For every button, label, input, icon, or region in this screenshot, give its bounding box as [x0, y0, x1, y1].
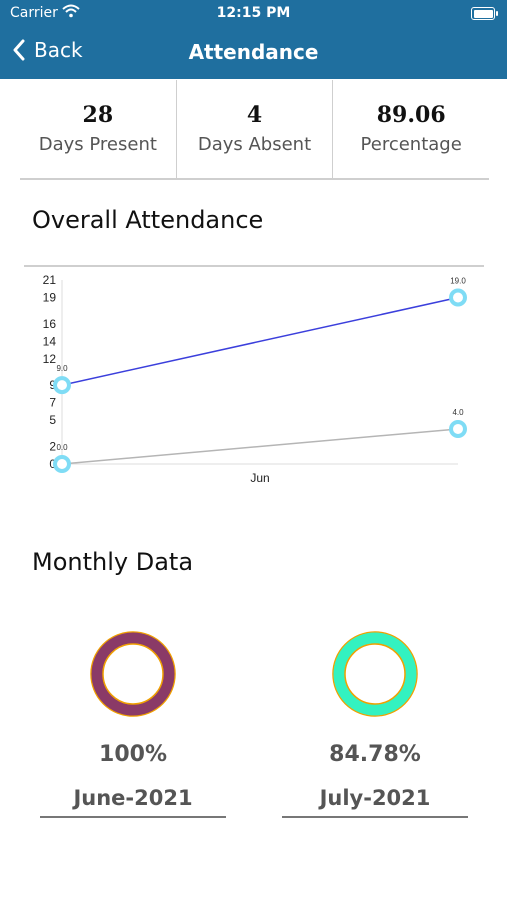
data-point [53, 455, 71, 473]
battery-icon [471, 7, 498, 20]
stat-label: Days Present [38, 134, 157, 155]
july-month-label: July-2021 [282, 786, 468, 818]
july-donut-chart [332, 631, 418, 717]
back-button[interactable]: Back [12, 38, 83, 62]
y-tick-label: 14 [43, 334, 57, 348]
nav-bar: Back Attendance [0, 28, 507, 79]
summary-stats: 28 Days Present 4 Days Absent 89.06 Perc… [20, 80, 489, 180]
series-line [61, 296, 459, 386]
stat-value: 89.06 [376, 102, 446, 128]
y-tick-label: 7 [49, 396, 56, 410]
overall-attendance-heading: Overall Attendance [32, 206, 264, 234]
y-tick-label: 0 [49, 457, 56, 471]
y-tick-label: 12 [43, 352, 57, 366]
data-point [449, 288, 467, 307]
carrier-label: Carrier [10, 5, 58, 21]
back-label: Back [34, 38, 83, 62]
july-percent: 84.78% [329, 742, 421, 767]
series-line [61, 428, 459, 465]
attendance-line-chart: 21 19 16 14 12 9 7 5 2 0 Jun 9.0 19.0 0.0 4.0 [24, 265, 484, 485]
y-tick-label: 21 [43, 273, 57, 287]
june-month-label: June-2021 [40, 786, 226, 818]
clock: 12:15 PM [216, 5, 291, 21]
monthly-data-heading: Monthly Data [32, 548, 194, 576]
x-tick-label: Jun [250, 471, 269, 485]
stat-label: Percentage [360, 134, 462, 155]
y-tick-label: 16 [43, 317, 57, 331]
june-percent: 100% [99, 742, 167, 767]
status-bar: Carrier 12:15 PM [0, 0, 507, 28]
stat-percentage: 89.06 Percentage [333, 80, 489, 178]
stat-label: Days Absent [197, 134, 312, 155]
stat-days-present: 28 Days Present [20, 80, 177, 178]
chevron-left-icon [13, 39, 25, 61]
data-label: 9.0 [56, 364, 68, 373]
wifi-icon [62, 4, 80, 22]
data-label: 0.0 [56, 443, 68, 452]
data-label: 4.0 [452, 408, 464, 417]
y-tick-label: 5 [49, 413, 56, 427]
y-tick-label: 2 [49, 439, 56, 453]
stat-value: 4 [246, 102, 263, 128]
data-point [449, 419, 467, 438]
data-label: 19.0 [450, 277, 466, 286]
y-tick-label: 9 [49, 378, 56, 392]
data-point [53, 376, 71, 395]
y-tick-label: 19 [43, 291, 57, 305]
june-donut-chart [90, 631, 176, 717]
stat-days-absent: 4 Days Absent [177, 80, 334, 178]
stat-value: 28 [82, 102, 114, 128]
